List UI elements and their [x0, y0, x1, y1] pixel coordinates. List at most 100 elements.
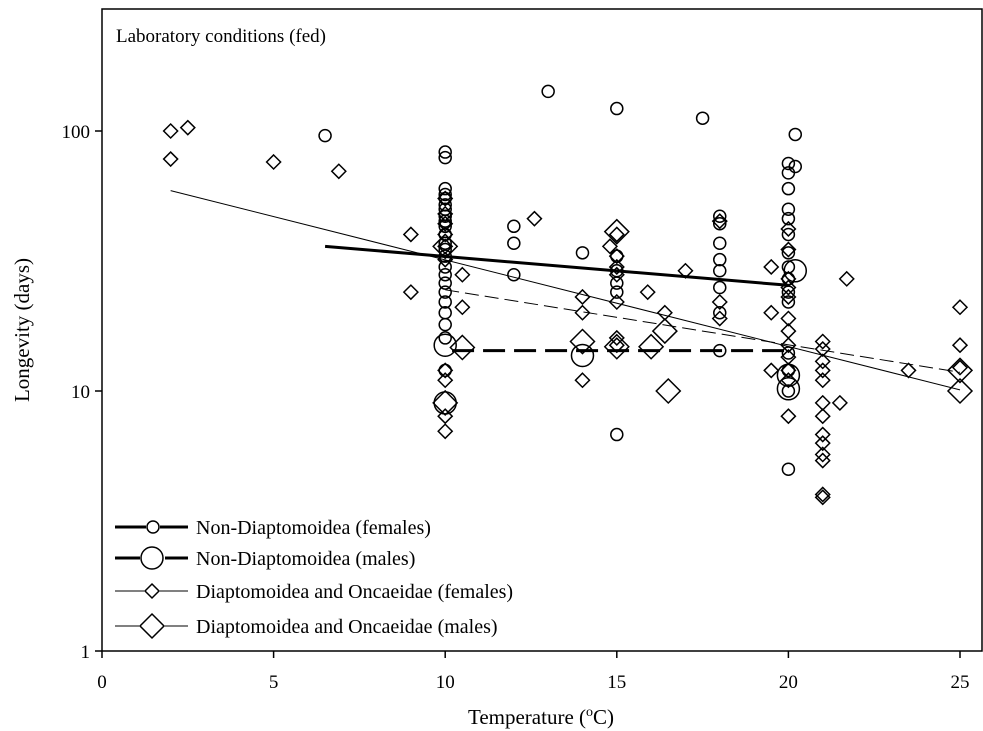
point-s2-3	[265, 153, 282, 171]
x-tick-label-1: 5	[269, 672, 279, 693]
point-s2-50	[780, 372, 797, 389]
point-s0-22	[438, 331, 452, 345]
point-s0-49	[781, 227, 796, 242]
point-s2-53	[814, 340, 831, 358]
point-s2-36	[711, 310, 728, 327]
point-s2-20	[574, 288, 591, 306]
point-s0-39	[713, 252, 727, 267]
point-s0-50	[781, 246, 796, 260]
point-s2-58	[814, 408, 831, 425]
point-s0-21	[438, 317, 452, 332]
point-s0-23	[438, 363, 452, 378]
point-s2-43	[780, 279, 797, 296]
point-s0-48	[781, 211, 796, 226]
point-s0-15	[438, 260, 452, 274]
point-s2-64	[814, 489, 831, 506]
point-s2-69	[951, 337, 969, 354]
point-s1-3	[783, 259, 808, 283]
point-s0-42	[713, 305, 727, 320]
point-s2-19	[526, 210, 543, 227]
point-s2-61	[814, 446, 831, 463]
legend-marker-bg-2	[144, 583, 160, 599]
point-s0-54	[781, 295, 796, 309]
point-s0-33	[610, 285, 624, 299]
legend-marker-bg-1	[140, 546, 164, 570]
point-s2-59	[814, 426, 831, 443]
point-s2-24	[608, 226, 625, 243]
point-s0-8	[438, 209, 452, 224]
point-s2-8	[437, 205, 454, 222]
point-s3-4	[603, 218, 630, 245]
legend-label-2: Diaptomoidea and Oncaeidae (females)	[196, 581, 513, 603]
point-s1-1	[433, 391, 457, 415]
point-s2-30	[608, 337, 625, 354]
point-s2-41	[780, 241, 797, 258]
x-tick-label-0: 0	[97, 672, 107, 693]
legend-marker-bg-3	[139, 613, 165, 639]
point-s2-33	[677, 262, 694, 279]
legend-marker-1	[140, 546, 164, 570]
point-s2-57	[814, 394, 831, 411]
point-s2-7	[437, 190, 454, 207]
point-s0-55	[781, 346, 796, 360]
point-s0-16	[438, 267, 452, 282]
point-s3-1	[432, 389, 459, 416]
point-s2-39	[763, 362, 780, 379]
point-s2-56	[814, 372, 831, 389]
point-s0-14	[438, 249, 452, 263]
point-s2-66	[838, 270, 855, 287]
point-s0-59	[788, 127, 803, 142]
point-s0-3	[438, 181, 452, 196]
point-s2-63	[814, 486, 831, 503]
point-s2-47	[780, 337, 797, 354]
point-s1-2	[570, 343, 595, 368]
legend-marker-3	[138, 612, 166, 640]
point-s0-26	[507, 267, 521, 282]
point-s2-60	[814, 435, 831, 452]
point-s0-29	[610, 101, 624, 116]
point-s2-35	[711, 293, 728, 311]
point-s0-43	[713, 343, 727, 358]
point-s0-24	[507, 219, 521, 234]
point-s2-10	[437, 226, 454, 243]
point-s0-57	[781, 384, 796, 398]
point-s3-8	[655, 377, 682, 405]
chart-annotation: Laboratory conditions (fed)	[116, 26, 326, 47]
point-s0-58	[781, 462, 796, 477]
x-tick-label-4: 20	[779, 672, 798, 693]
trend-line-0	[324, 244, 789, 287]
point-s2-13	[437, 362, 454, 379]
trend-line-2	[170, 190, 961, 391]
point-s2-52	[814, 333, 831, 350]
plot-frame	[101, 8, 983, 652]
point-s0-38	[713, 236, 727, 251]
legend-marker-0	[146, 520, 160, 534]
point-s3-10	[946, 377, 974, 405]
point-s0-34	[610, 427, 624, 442]
trend-line-3	[445, 289, 961, 373]
point-s3-5	[603, 333, 630, 360]
point-s2-12	[437, 251, 454, 268]
point-s0-40	[713, 264, 727, 278]
point-s2-38	[763, 304, 780, 321]
point-s0-35	[695, 111, 710, 125]
legend: Non-Diaptomoidea (females) Non-Diaptomoid…	[115, 517, 513, 640]
point-s3-6	[638, 333, 665, 360]
axis-ticks: 0 5 10 15 20 25 1 10 100	[62, 122, 970, 693]
point-s2-32	[656, 304, 673, 321]
point-s0-28	[575, 246, 590, 260]
point-s2-9	[437, 215, 454, 232]
point-s2-23	[601, 238, 618, 255]
x-tick-label-3: 15	[607, 672, 626, 693]
point-s0-46	[781, 181, 796, 196]
point-s3-7	[651, 318, 678, 345]
y-axis-title: Longevity (days)	[10, 258, 34, 402]
legend-label-1: Non-Diaptomoidea (males)	[196, 548, 415, 570]
point-s2-17	[454, 266, 471, 283]
legend-label-3: Diaptomoidea and Oncaeidae (males)	[196, 616, 498, 638]
point-s2-22	[574, 372, 591, 389]
legend-marker-bg-0	[146, 520, 160, 534]
point-s2-51	[780, 408, 797, 425]
point-s0-27	[541, 84, 555, 99]
point-s2-62	[814, 452, 831, 469]
